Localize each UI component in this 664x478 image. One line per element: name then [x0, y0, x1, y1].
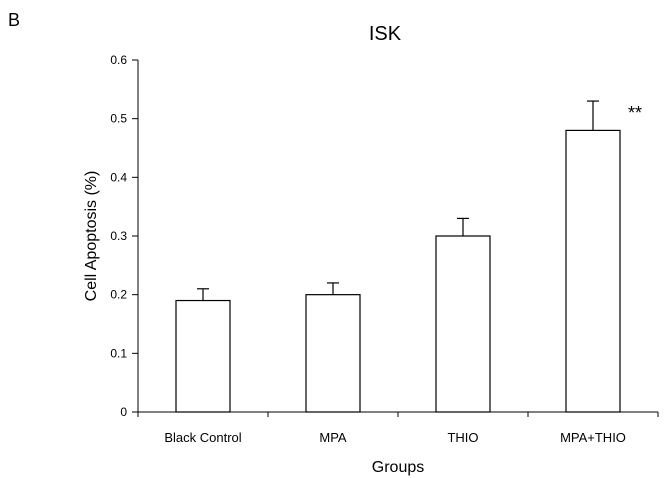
bar — [305, 294, 361, 413]
y-tick-label: 0.1 — [110, 346, 127, 360]
y-axis-label: Cell Apoptosis (%) — [83, 171, 100, 302]
bar — [435, 235, 491, 413]
bar — [175, 299, 231, 413]
chart-marks: 0 0.1 0.2 0.3 0.4 0.5 0.6 Black Control MPA THIO M… — [110, 53, 659, 445]
y-tick-label: 0.4 — [110, 170, 127, 184]
x-tick-label: THIO — [447, 430, 478, 445]
x-axis-label: Groups — [372, 459, 424, 476]
bar — [565, 129, 621, 413]
x-tick-label: MPA — [319, 430, 347, 445]
y-tick-label: 0.6 — [110, 53, 127, 67]
y-tick-label: 0 — [120, 405, 127, 419]
x-tick-label: MPA+THIO — [560, 430, 626, 445]
panel-label: B — [8, 10, 21, 30]
y-tick-label: 0.5 — [110, 112, 127, 126]
x-tick-label: Black Control — [164, 430, 241, 445]
chart-title: ISK — [369, 23, 402, 45]
significance-marker: ** — [628, 103, 642, 123]
y-tick-label: 0.3 — [110, 229, 127, 243]
y-tick-label: 0.2 — [110, 288, 127, 302]
